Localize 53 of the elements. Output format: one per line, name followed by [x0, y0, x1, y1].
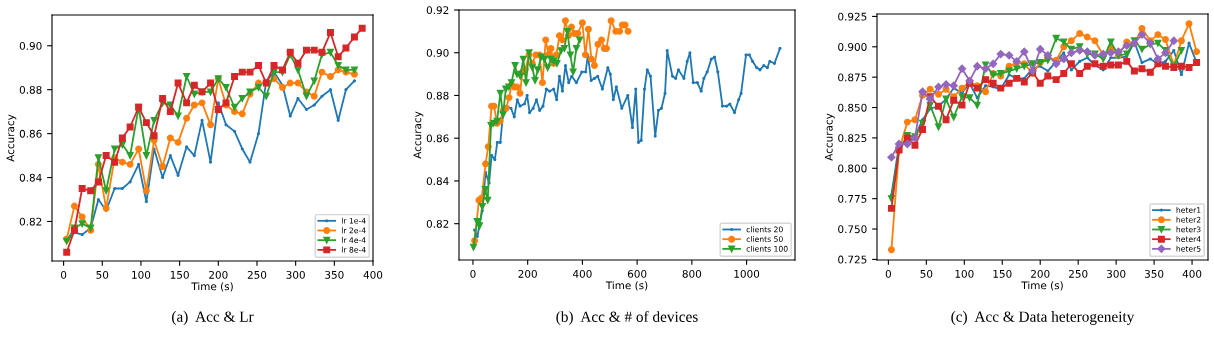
- y-tick-label: 0.90: [19, 41, 42, 50]
- x-tick-label: 350: [325, 270, 344, 279]
- y-tick-label: 0.750: [838, 225, 867, 234]
- y-tick-label: 0.925: [838, 12, 867, 21]
- x-tick-label: 200: [518, 269, 537, 278]
- y-tick-label: 0.88: [426, 91, 449, 100]
- x-tick-label: 0: [470, 269, 476, 278]
- x-tick-label: 250: [247, 270, 267, 279]
- y-tick-label: 0.850: [838, 103, 867, 112]
- x-tick-label: 300: [1106, 269, 1126, 278]
- y-tick-label: 0.900: [838, 43, 867, 51]
- y-tick-label: 0.800: [838, 164, 867, 173]
- x-tick-label: 0: [60, 270, 67, 279]
- y-tick-label: 0.90: [426, 48, 449, 57]
- y-axis-title: Accuracy: [824, 113, 835, 161]
- x-tick-label: 100: [132, 270, 151, 279]
- y-tick-label: 0.92: [426, 6, 449, 15]
- y-tick-label: 0.875: [838, 73, 867, 82]
- x-tick-label: 350: [1144, 269, 1164, 278]
- y-tick-label: 0.82: [426, 219, 449, 228]
- x-tick-label: 600: [627, 269, 647, 278]
- x-axis-title: Time (s): [191, 282, 233, 292]
- x-tick-label: 300: [286, 270, 305, 279]
- text: (a) Acc & Lr: [172, 311, 254, 325]
- x-tick-label: 400: [572, 269, 592, 278]
- x-tick-label: 400: [363, 270, 383, 279]
- y-axis-title: Accuracy: [6, 114, 17, 162]
- x-axis-title: Time (s): [605, 281, 648, 291]
- x-tick-label: 150: [170, 270, 189, 279]
- y-tick-label: 0.88: [19, 85, 42, 94]
- y-tick-label: 0.84: [19, 173, 42, 182]
- x-tick-label: 150: [993, 269, 1012, 278]
- y-tick-label: 0.86: [426, 134, 449, 143]
- x-tick-label: 200: [209, 270, 228, 279]
- x-tick-label: 50: [920, 269, 933, 278]
- text: (b) Acc & # of devices: [556, 310, 698, 326]
- y-axis-title: Accuracy: [413, 111, 424, 159]
- text: (c) Acc & Data heterogeneity: [951, 311, 1135, 325]
- y-tick-label: 0.86: [19, 129, 42, 138]
- y-tick-label: 0.825: [838, 134, 867, 143]
- x-tick-label: 250: [1069, 269, 1088, 278]
- x-tick-label: 50: [96, 270, 109, 279]
- y-tick-label: 0.84: [426, 177, 449, 186]
- x-tick-label: 800: [682, 269, 702, 278]
- x-axis-title: Time (s): [1021, 281, 1063, 291]
- x-tick-label: 400: [1182, 269, 1202, 278]
- y-tick-label: 0.775: [838, 194, 867, 203]
- x-tick-label: 100: [955, 269, 974, 278]
- x-tick-label: 200: [1031, 269, 1050, 278]
- x-tick-label: 1000: [734, 269, 760, 278]
- y-tick-label: 0.82: [19, 217, 42, 226]
- y-tick-label: 0.725: [838, 255, 867, 264]
- x-tick-label: 0: [885, 269, 892, 278]
